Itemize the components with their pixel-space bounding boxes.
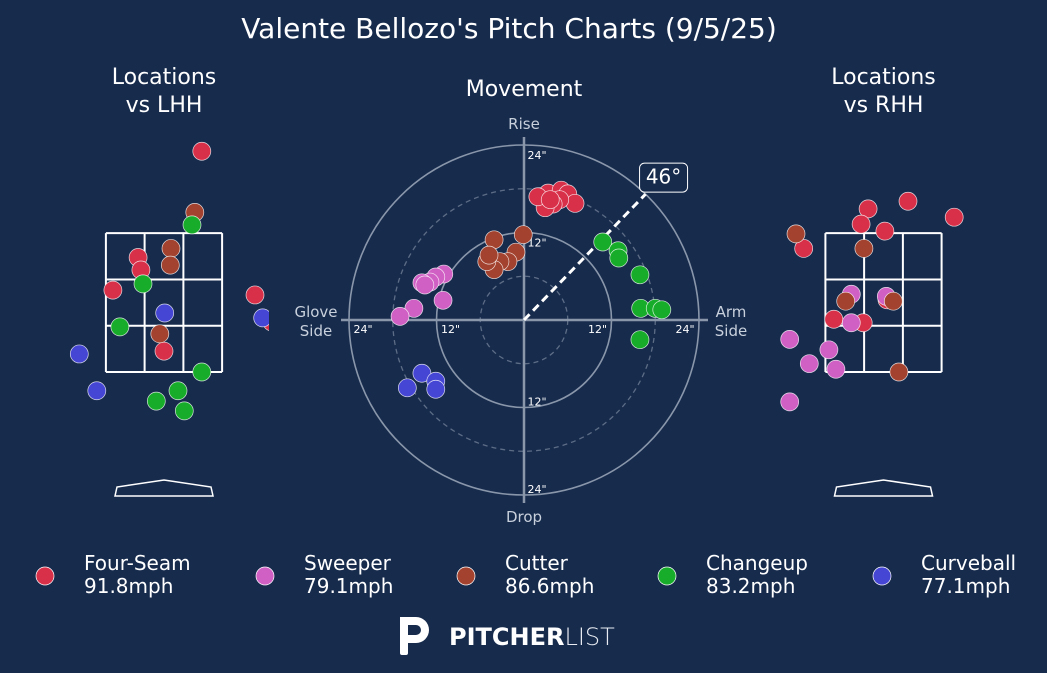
pitch-dot xyxy=(826,359,846,379)
pitch-dot xyxy=(87,381,107,401)
pitch-dot xyxy=(851,214,871,234)
chart-title: Locations vs RHH xyxy=(831,65,936,118)
pitch-dot xyxy=(944,207,964,227)
legend-marker xyxy=(255,566,275,586)
pitch-dot xyxy=(786,224,806,244)
pitch-dot xyxy=(397,378,417,398)
pitch-dot xyxy=(155,303,175,323)
legend-marker xyxy=(872,566,892,586)
points xyxy=(390,180,672,399)
axis-label: Glove Side xyxy=(294,303,338,340)
pitch-dot xyxy=(875,221,895,241)
ring-label: 24" xyxy=(675,323,694,336)
ring-label: 12" xyxy=(527,237,546,250)
pitch-dot xyxy=(780,330,800,349)
pitch-dot xyxy=(540,190,560,210)
pitch-dot xyxy=(415,275,435,295)
pitch-dot xyxy=(160,255,180,275)
arm-angle-label: 46° xyxy=(646,165,681,189)
pitch-dot xyxy=(889,362,909,382)
arm-angle-line xyxy=(522,193,647,322)
axis-label: Arm Side xyxy=(714,303,748,340)
logo-text: PITCHERLIST xyxy=(449,623,615,651)
home-plate xyxy=(114,479,214,497)
chart-title: Movement xyxy=(465,77,583,102)
pitch-dot xyxy=(836,291,856,311)
chart-title: Locations vs LHH xyxy=(111,65,217,118)
legend-name: Sweeper xyxy=(304,551,392,575)
pitch-dot xyxy=(819,340,839,360)
pitch-dot xyxy=(103,280,123,300)
pitch-dot xyxy=(858,199,878,219)
pitch-dot xyxy=(154,341,174,361)
logo-light: LIST xyxy=(564,623,615,651)
pitch-dot xyxy=(245,285,265,305)
pitch-dot xyxy=(426,379,446,399)
ring-label: 12" xyxy=(441,323,460,336)
legend-marker xyxy=(456,566,476,586)
pitch-dot xyxy=(565,193,585,213)
legend-speed: 79.1mph xyxy=(304,574,393,598)
legend-name: Cutter xyxy=(505,551,569,575)
pitch-dot xyxy=(854,239,874,258)
pitch-dot xyxy=(253,308,269,328)
pitch-dot xyxy=(150,324,170,344)
ring-label: 24" xyxy=(527,483,546,496)
ring-label: 12" xyxy=(527,396,546,409)
legend-marker xyxy=(35,566,55,586)
ring-label: 24" xyxy=(353,323,372,336)
pitch-dot xyxy=(652,300,672,320)
pitch-dot xyxy=(780,392,800,412)
pitch-dot xyxy=(841,313,861,333)
pitch-dot xyxy=(69,344,89,364)
pitch-dot xyxy=(192,141,212,161)
legend-speed: 77.1mph xyxy=(921,574,1010,598)
legend-speed: 86.6mph xyxy=(505,574,594,598)
logo-bold: PITCHER xyxy=(449,623,564,651)
pitch-dot xyxy=(883,291,903,311)
pitch-dot xyxy=(479,245,499,265)
pitch-dot xyxy=(898,191,918,211)
legend-speed: 91.8mph xyxy=(84,574,173,598)
pitch-dot xyxy=(390,307,410,326)
legend-speed: 83.2mph xyxy=(706,574,795,598)
pitch-dot xyxy=(110,317,130,337)
pitch-dot xyxy=(609,248,629,268)
points xyxy=(69,141,269,421)
pitch-dot xyxy=(513,225,533,245)
pitch-dot xyxy=(404,298,424,318)
legend-name: Four-Seam xyxy=(84,551,191,575)
pitch-dot xyxy=(192,362,212,382)
pitch-dot xyxy=(799,354,819,374)
points xyxy=(780,191,964,412)
legend-marker xyxy=(657,566,677,586)
legend-name: Changeup xyxy=(706,551,808,575)
pitch-dot xyxy=(133,274,153,294)
page-title: Valente Bellozo's Pitch Charts (9/5/25) xyxy=(241,12,777,45)
home-plate xyxy=(833,479,934,497)
pitch-dot xyxy=(824,309,844,329)
pitch-dot xyxy=(161,239,181,258)
pitch-dot xyxy=(433,290,453,310)
legend-name: Curveball xyxy=(921,551,1016,575)
arm-angle-box xyxy=(639,162,689,193)
pitch-dot xyxy=(168,381,188,401)
pitch-dot xyxy=(174,401,194,421)
ring-label: 12" xyxy=(588,323,607,336)
pitch-dot xyxy=(593,232,613,252)
pitch-dot xyxy=(794,239,814,258)
pitch-dot xyxy=(182,215,202,235)
pitch-dot xyxy=(412,363,432,383)
pitch-dot xyxy=(630,265,650,285)
pitch-dot xyxy=(630,330,650,350)
ring-label: 24" xyxy=(527,149,546,162)
pitch-dot xyxy=(146,391,166,411)
logo-icon xyxy=(400,617,429,655)
axis-label: Rise xyxy=(508,115,540,133)
axis-label: Drop xyxy=(505,508,543,526)
